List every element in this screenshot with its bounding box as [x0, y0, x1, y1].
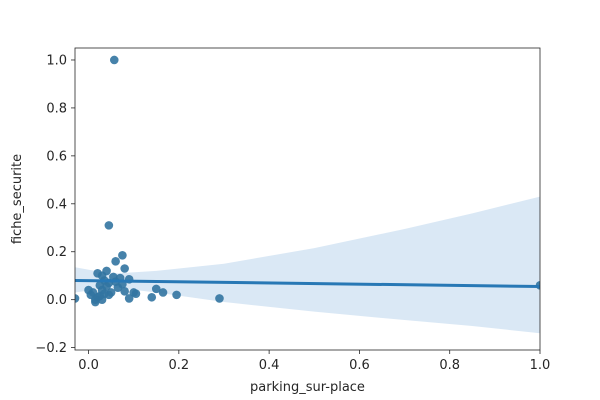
data-point — [120, 286, 129, 296]
data-point — [118, 251, 127, 260]
y-tick-label: 0.6 — [46, 149, 67, 164]
y-tick-label: −0.2 — [35, 341, 67, 356]
y-tick-label: 1.0 — [46, 53, 67, 68]
data-point — [147, 292, 157, 302]
x-axis-label: parking_sur-place — [250, 380, 365, 395]
regression-line — [75, 278, 540, 288]
data-point — [111, 257, 120, 266]
data-point — [151, 284, 161, 294]
y-axis: −0.2 0.0 0.2 0.4 0.6 0.8 1.0 — [35, 53, 75, 356]
x-tick-label: 0.6 — [349, 358, 370, 373]
axes-frame — [74, 47, 541, 351]
x-axis: 0.0 0.2 0.4 0.6 0.8 1.0 — [78, 350, 550, 373]
y-tick-label: 0.4 — [46, 197, 67, 212]
data-point — [131, 289, 141, 298]
data-point — [172, 290, 181, 300]
x-tick-label: 0.0 — [78, 358, 99, 373]
data-point — [97, 295, 107, 304]
data-point — [113, 283, 123, 292]
x-tick-label: 0.4 — [259, 358, 280, 373]
y-tick-label: 0.0 — [46, 293, 67, 308]
y-axis-label: fiche_securite — [10, 154, 25, 244]
data-point — [91, 297, 100, 307]
data-point — [104, 221, 114, 230]
confidence-band — [75, 196, 540, 334]
x-tick-label: 1.0 — [530, 358, 551, 373]
x-tick-label: 0.2 — [168, 358, 189, 373]
y-tick-label: 0.8 — [46, 101, 67, 116]
data-point — [104, 290, 114, 300]
plot-area — [75, 55, 540, 334]
data-point — [75, 294, 80, 303]
data-point — [124, 294, 134, 303]
x-tick-label: 0.8 — [439, 358, 460, 373]
data-point — [215, 294, 224, 303]
y-tick-label: 0.2 — [46, 245, 67, 260]
data-point — [109, 55, 119, 65]
data-point — [158, 288, 168, 297]
data-point — [120, 264, 129, 273]
